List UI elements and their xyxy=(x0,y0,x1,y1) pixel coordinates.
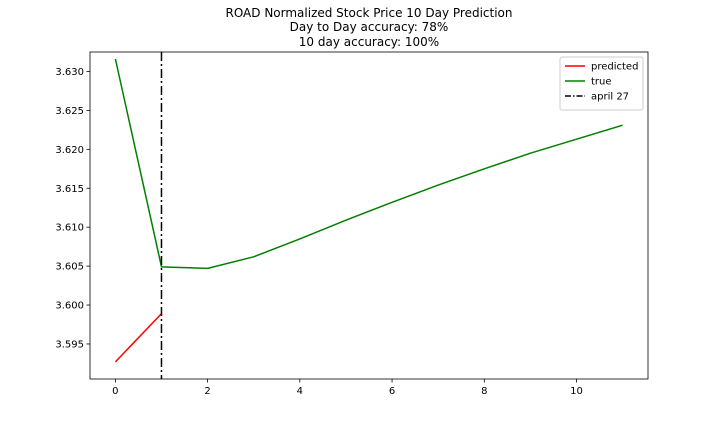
y-tick-label: 3.630 xyxy=(55,67,84,78)
series-line-true xyxy=(114,58,623,270)
axes-frame xyxy=(89,51,649,380)
y-tick-label: 3.600 xyxy=(55,301,84,312)
x-tick-label: 6 xyxy=(389,386,395,397)
chart-title-line-2: Day to Day accuracy: 78% xyxy=(290,20,449,34)
x-tick-label: 4 xyxy=(297,386,303,397)
legend-label-true: true xyxy=(591,77,612,88)
y-tick-label: 3.605 xyxy=(55,262,84,273)
chart-title: ROAD Normalized Stock Price 10 Day Predi… xyxy=(225,6,512,49)
chart-title-line-3: 10 day accuracy: 100% xyxy=(299,35,439,49)
x-tick-label: 0 xyxy=(112,386,118,397)
axis-ticks: 0 2 4 6 8 10 3.595 3.600 3.605 3.610 3.615 3.620 3.6… xyxy=(55,67,583,397)
x-tick-label: 10 xyxy=(570,386,583,397)
y-tick-label: 3.615 xyxy=(55,184,84,195)
x-tick-label: 2 xyxy=(204,386,210,397)
y-tick-label: 3.595 xyxy=(55,339,84,350)
legend-label-predicted: predicted xyxy=(591,62,638,73)
series-line-predicted xyxy=(114,313,163,363)
legend: predicted true april 27 xyxy=(559,56,644,111)
y-tick-label: 3.610 xyxy=(55,223,84,234)
y-tick-label: 3.620 xyxy=(55,145,84,156)
legend-label-april-27: april 27 xyxy=(591,92,629,103)
x-tick-label: 8 xyxy=(481,386,487,397)
y-tick-label: 3.625 xyxy=(55,106,84,117)
plot-area xyxy=(89,51,649,380)
chart-title-line-1: ROAD Normalized Stock Price 10 Day Predi… xyxy=(225,6,512,20)
